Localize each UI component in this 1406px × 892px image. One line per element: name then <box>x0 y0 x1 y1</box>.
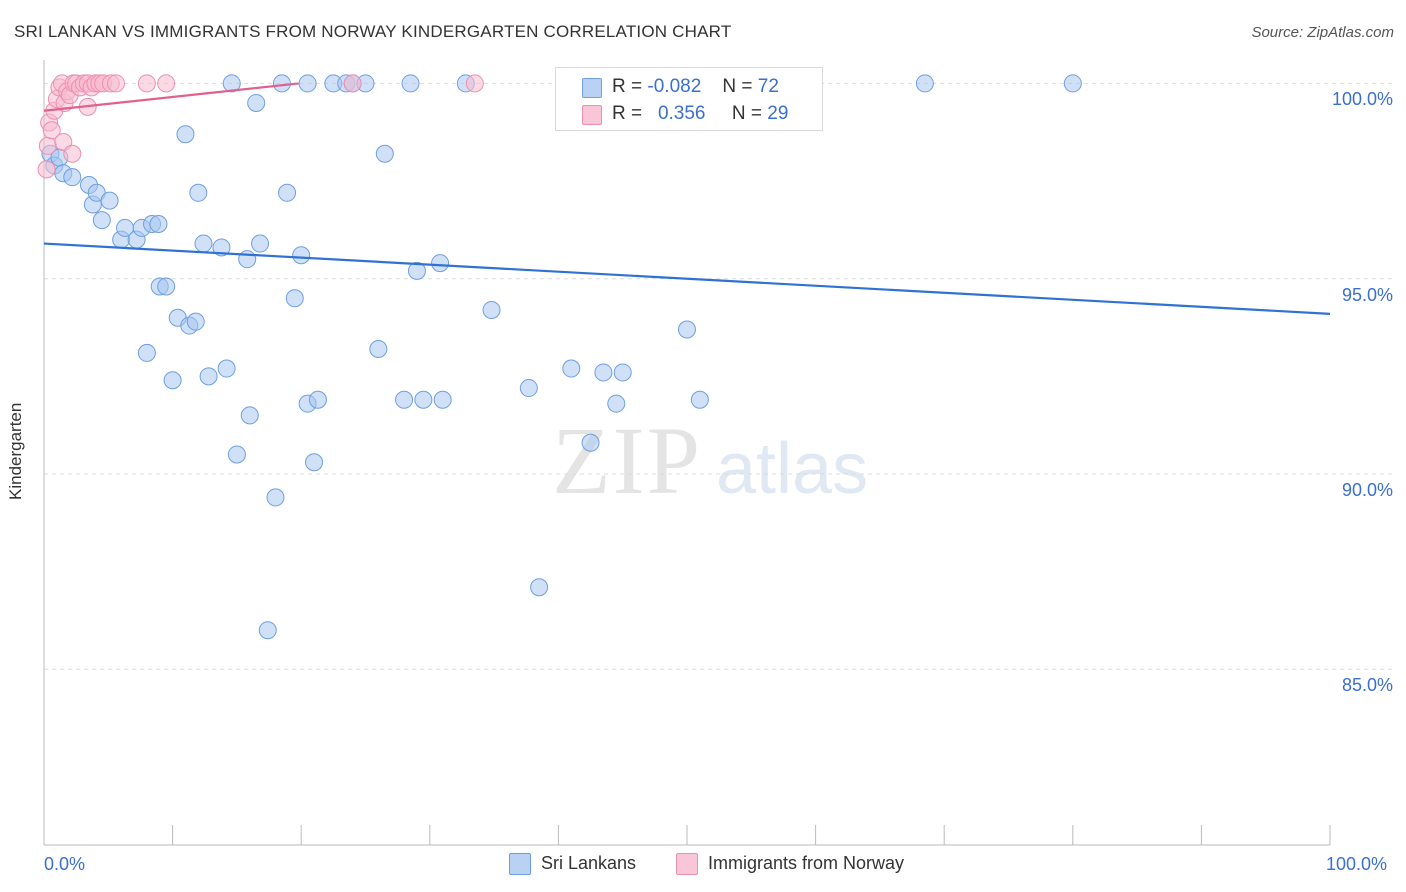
y-tick-label-3: 100.0% <box>1331 89 1393 110</box>
point-sri-lankan-52 <box>375 144 394 163</box>
point-sri-lankan-24 <box>217 359 236 378</box>
legend-n-label: N = <box>722 76 753 97</box>
legend-swatch-pink <box>676 853 698 875</box>
legend-r-label: R = <box>612 103 643 124</box>
point-sri-lankan-15 <box>149 215 168 234</box>
point-norway-0 <box>37 160 56 179</box>
point-norway-26 <box>63 144 82 163</box>
point-sri-lankan-23 <box>199 367 218 386</box>
point-sri-lankan-36 <box>305 453 324 472</box>
legend-swatch-blue <box>582 78 602 98</box>
point-sri-lankan-29 <box>238 250 257 269</box>
point-sri-lankan-59 <box>519 379 538 398</box>
legend-n-value: 29 <box>767 103 789 124</box>
point-sri-lankan-63 <box>581 433 600 452</box>
point-sri-lankan-31 <box>278 183 297 202</box>
point-sri-lankan-62 <box>607 394 626 413</box>
point-norway-1 <box>38 136 57 155</box>
point-sri-lankan-21 <box>137 343 156 362</box>
trendline-norway <box>43 82 299 112</box>
x-tick-label-min: 0.0% <box>44 854 86 874</box>
trendline-sri-lankan <box>43 242 1331 315</box>
point-sri-lankan-25 <box>189 183 208 202</box>
point-norway-28 <box>465 74 484 93</box>
y-tick-label-1: 90.0% <box>1341 479 1393 500</box>
legend-swatch-pink <box>582 105 602 125</box>
point-sri-lankan-17 <box>157 277 176 296</box>
point-sri-lankan-20 <box>186 312 205 331</box>
point-sri-lankan-61 <box>594 363 613 382</box>
point-sri-lankan-56 <box>414 390 433 409</box>
series-legend: Sri Lankans Immigrants from Norway <box>0 852 1406 878</box>
point-sri-lankan-9 <box>92 211 111 230</box>
legend-label-norway: Immigrants from Norway <box>708 853 905 873</box>
point-sri-lankan-26 <box>176 125 195 144</box>
point-sri-lankan-4 <box>63 168 82 187</box>
point-sri-lankan-30 <box>251 234 270 253</box>
point-sri-lankan-53 <box>407 261 426 280</box>
point-norway-22 <box>137 74 156 93</box>
y-tick-label-2: 95.0% <box>1341 284 1393 305</box>
y-tick-label-0: 85.0% <box>1341 675 1393 696</box>
point-sri-lankan-27 <box>194 234 213 253</box>
point-sri-lankan-37 <box>240 406 259 425</box>
point-sri-lankan-58 <box>482 300 501 319</box>
legend-r-value: -0.082 <box>647 76 702 97</box>
point-sri-lankan-38 <box>227 445 246 464</box>
source-label: Source: ZipAtlas.com <box>1251 24 1394 41</box>
legend-label-sri-lankans: Sri Lankans <box>541 853 637 873</box>
point-sri-lankan-69 <box>915 74 934 93</box>
point-sri-lankan-44 <box>298 74 317 93</box>
y-axis-label: Kindergarten <box>6 402 25 500</box>
point-sri-lankan-8 <box>100 191 119 210</box>
point-sri-lankan-54 <box>395 390 414 409</box>
point-sri-lankan-33 <box>292 246 311 265</box>
legend-swatch-blue <box>509 853 531 875</box>
point-sri-lankan-40 <box>258 621 277 640</box>
point-sri-lankan-51 <box>369 340 388 359</box>
point-norway-3 <box>42 121 61 140</box>
point-norway-23 <box>157 74 176 93</box>
legend-r-value: 0.356 <box>657 103 706 124</box>
x-tick-label-max: 100.0% <box>1326 854 1388 874</box>
point-sri-lankan-32 <box>285 289 304 308</box>
watermark-atlas: atlas <box>716 429 869 509</box>
point-sri-lankan-41 <box>247 93 266 112</box>
point-sri-lankan-70 <box>1063 74 1082 93</box>
legend-n-value: 72 <box>757 76 779 97</box>
legend-n-label: N = <box>731 103 763 124</box>
point-sri-lankan-28 <box>212 238 231 257</box>
point-norway-21 <box>107 74 126 93</box>
watermark-zip: ZIP <box>552 407 702 514</box>
point-sri-lankan-60 <box>562 359 581 378</box>
chart-title: SRI LANKAN VS IMMIGRANTS FROM NORWAY KIN… <box>14 22 732 41</box>
point-sri-lankan-64 <box>530 578 549 597</box>
point-sri-lankan-55 <box>431 254 450 273</box>
point-sri-lankan-22 <box>163 371 182 390</box>
correlation-legend: R = -0.082 N = 72 R = 0.356 N = 29 <box>555 67 823 131</box>
point-sri-lankan-49 <box>401 74 420 93</box>
point-norway-27 <box>343 74 362 93</box>
point-sri-lankan-65 <box>613 363 632 382</box>
point-sri-lankan-35 <box>308 390 327 409</box>
point-sri-lankan-42 <box>222 74 241 93</box>
point-sri-lankan-43 <box>272 74 291 93</box>
point-sri-lankan-39 <box>266 488 285 507</box>
point-sri-lankan-57 <box>433 390 452 409</box>
point-sri-lankan-66 <box>678 320 696 339</box>
point-sri-lankan-67 <box>690 390 709 409</box>
legend-r-label: R = <box>612 76 643 97</box>
